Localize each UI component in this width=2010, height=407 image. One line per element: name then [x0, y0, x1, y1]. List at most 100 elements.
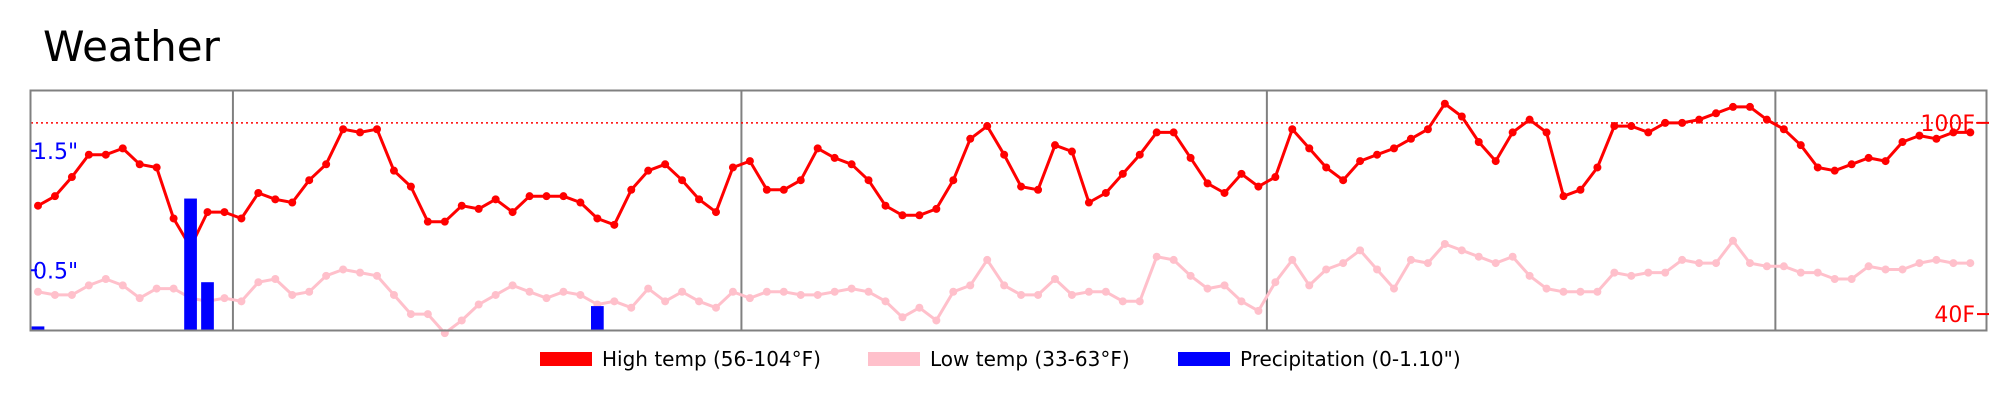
- low-temp-point: [1661, 268, 1670, 277]
- low-temp-point: [796, 290, 805, 299]
- high-temp-point: [932, 204, 941, 213]
- low-temp-point: [1186, 271, 1195, 280]
- high-temp-point: [1678, 118, 1687, 127]
- high-temp-point: [695, 195, 704, 204]
- high-temp-point: [508, 208, 517, 217]
- low-temp-point: [1322, 265, 1331, 274]
- high-temp-point: [1525, 115, 1534, 124]
- high-temp-point: [1390, 144, 1398, 153]
- low-temp-point: [1644, 268, 1653, 277]
- high-temp-point: [864, 176, 873, 185]
- high-temp-point: [1898, 137, 1907, 146]
- high-temp-point: [152, 163, 161, 172]
- low-temp-point: [508, 281, 517, 290]
- high-temp-point: [389, 166, 398, 175]
- high-temp-point: [322, 160, 331, 169]
- high-temp-point: [1712, 109, 1721, 118]
- low-temp-point: [1915, 259, 1924, 268]
- low-temp-point: [474, 300, 483, 309]
- low-temp-point: [695, 297, 704, 306]
- high-temp-point: [745, 157, 754, 166]
- low-temp-point: [220, 294, 229, 303]
- low-temp-point: [1152, 252, 1161, 261]
- high-temp-point: [1271, 173, 1280, 182]
- low-temp-point: [491, 290, 500, 299]
- high-temp-point: [1508, 128, 1517, 137]
- high-temp-point: [1101, 188, 1110, 197]
- low-temp-point: [1254, 306, 1263, 315]
- low-temp-point: [1034, 290, 1043, 299]
- low-temp-point: [1067, 290, 1076, 299]
- low-temp-point: [610, 297, 619, 306]
- low-temp-point: [1830, 275, 1839, 284]
- high-temp-point: [1542, 128, 1551, 137]
- low-temp-point: [1559, 287, 1568, 296]
- low-temp-point: [1847, 275, 1856, 284]
- high-temp-point: [881, 201, 890, 210]
- high-temp-point: [966, 134, 975, 143]
- plot-layer: [31, 91, 1985, 338]
- low-temp-point: [1593, 287, 1602, 296]
- high-temp-point: [491, 195, 500, 204]
- high-temp-point: [1779, 125, 1788, 134]
- high-temp-point: [796, 176, 805, 185]
- low-temp-point: [1305, 281, 1314, 290]
- low-temp-point: [1406, 255, 1415, 264]
- high-temp-point: [949, 176, 958, 185]
- low-temp-point: [1474, 252, 1483, 261]
- high-temp-point: [1474, 137, 1483, 146]
- low-temp-point: [678, 287, 687, 296]
- low-temp-point: [1695, 259, 1704, 268]
- high-temp-point: [898, 211, 907, 220]
- low-temp-point: [779, 287, 788, 296]
- low-temp-point: [712, 303, 720, 312]
- high-temp-point: [305, 176, 314, 185]
- high-temp-point: [50, 192, 59, 201]
- page-title: Weather: [43, 22, 220, 71]
- low-temp-point: [1288, 255, 1297, 264]
- low-temp-point: [1864, 262, 1873, 271]
- low-temp-point: [1423, 259, 1432, 268]
- low-temp-point: [1220, 281, 1229, 290]
- low-temp-point: [1118, 297, 1127, 306]
- low-temp-point: [1966, 259, 1975, 268]
- high-temp-point: [339, 125, 348, 134]
- high-temp-point: [1966, 128, 1975, 137]
- high-temp-point: [34, 201, 42, 210]
- low-temp-point: [1356, 246, 1365, 255]
- low-temp-point: [1898, 265, 1907, 274]
- legend-swatch-3: [1178, 352, 1230, 366]
- precip-tick-label: 0.5": [33, 259, 78, 284]
- high-temp-point: [1745, 102, 1754, 111]
- low-temp-point: [661, 297, 670, 306]
- low-temp-point: [1932, 255, 1941, 264]
- high-temp-point: [983, 122, 992, 131]
- low-temp-point: [1949, 259, 1958, 268]
- high-temp-point: [1847, 160, 1856, 169]
- high-temp-point: [610, 220, 619, 229]
- low-temp-point: [389, 290, 398, 299]
- high-temp-point: [779, 185, 788, 194]
- low-temp-point: [305, 287, 314, 296]
- low-temp-point: [915, 303, 924, 312]
- high-temp-point: [1423, 125, 1432, 134]
- high-temp-point: [661, 160, 670, 169]
- high-temp-point: [356, 128, 365, 137]
- temp-tick-label: 100F: [1920, 112, 1975, 137]
- high-temp-point: [813, 144, 822, 153]
- high-temp-point: [1186, 153, 1195, 162]
- high-temp-point: [847, 160, 856, 169]
- legend-label-1: High temp (56-104°F): [602, 347, 821, 371]
- high-temp-point: [406, 182, 415, 191]
- low-temp-point: [101, 275, 110, 284]
- high-temp-point: [644, 166, 653, 175]
- low-temp-point: [728, 287, 737, 296]
- low-temp-point: [1440, 239, 1449, 248]
- high-temp-point: [678, 176, 687, 185]
- high-temp-point: [1864, 153, 1873, 162]
- low-temp-point: [423, 310, 432, 319]
- high-temp-point: [542, 192, 551, 201]
- low-temp-point: [1729, 236, 1737, 245]
- low-temp-point: [322, 271, 331, 280]
- high-temp-point: [1932, 134, 1941, 143]
